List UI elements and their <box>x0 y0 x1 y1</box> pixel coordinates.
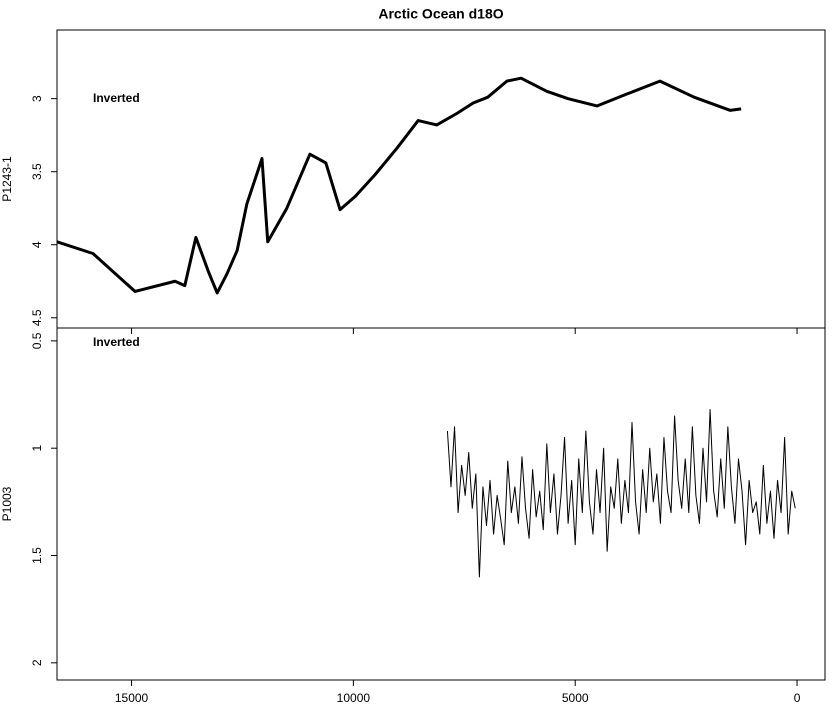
data-line <box>56 76 742 295</box>
y-tick-label: 4 <box>30 241 44 248</box>
data-line <box>446 409 796 578</box>
y-tick-label: 4.5 <box>30 309 44 326</box>
x-tick-label: 5000 <box>562 691 589 705</box>
annotation: Inverted <box>93 91 140 105</box>
y-tick-label: 3.5 <box>30 163 44 180</box>
x-tick-label: 0 <box>794 691 801 705</box>
x-tick-label: 10000 <box>337 691 371 705</box>
y-tick-label: 3 <box>30 95 44 102</box>
y-tick-label: 1.5 <box>30 547 44 564</box>
y-tick-label: 1 <box>30 445 44 452</box>
y-tick-label: 0.5 <box>30 332 44 349</box>
annotation: Inverted <box>93 335 140 349</box>
x-tick-label: 15000 <box>115 691 149 705</box>
y-axis-label: P1003 <box>0 486 14 521</box>
chart-title: Arctic Ocean d18O <box>378 6 503 22</box>
y-tick-label: 2 <box>30 659 44 666</box>
plot-frame <box>56 327 826 681</box>
y-axis-label: P1243-1 <box>0 156 14 202</box>
